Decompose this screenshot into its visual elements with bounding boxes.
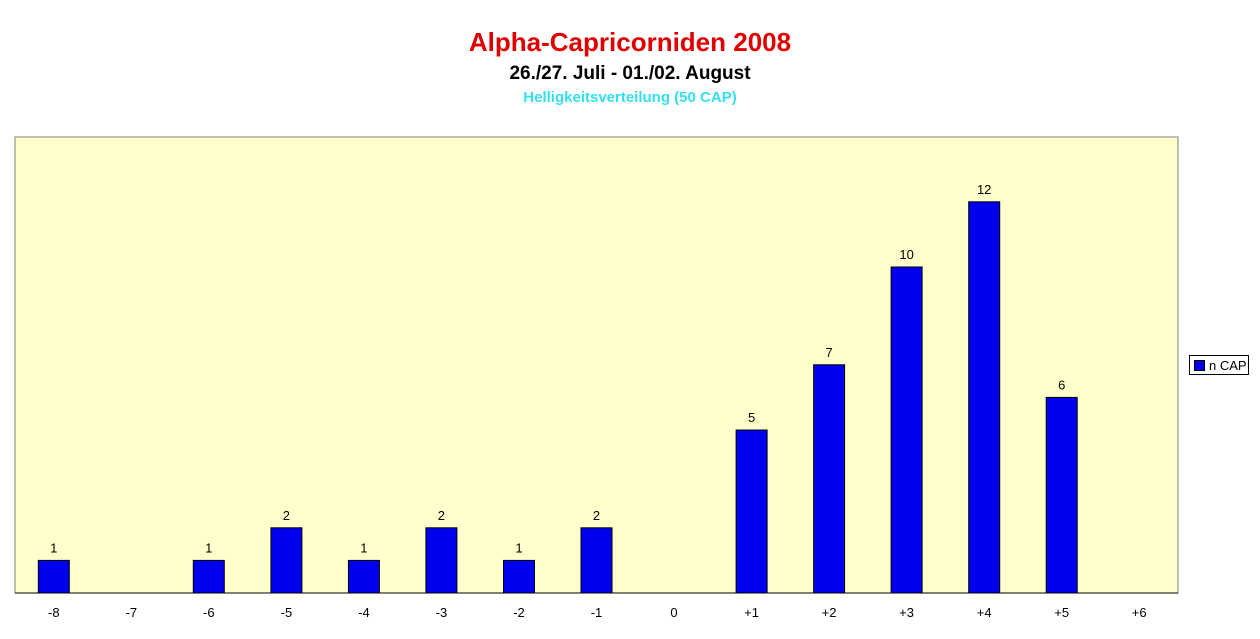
bar-+1 — [735, 429, 768, 594]
data-label--1: 2 — [593, 508, 600, 523]
data-label-+5: 6 — [1058, 377, 1065, 392]
data-label--8: 1 — [50, 540, 57, 555]
bar-+3 — [890, 266, 923, 594]
bar-+5 — [1045, 396, 1078, 594]
data-label-+3: 10 — [899, 247, 913, 262]
plot-area — [14, 136, 1179, 594]
x-tick-label--3: -3 — [436, 605, 448, 620]
data-label--2: 1 — [515, 540, 522, 555]
x-tick-label--6: -6 — [203, 605, 215, 620]
x-tick-label-+6: +6 — [1132, 605, 1147, 620]
bar--6 — [192, 559, 225, 594]
bars-group — [37, 201, 1078, 594]
x-tick-label-+2: +2 — [822, 605, 837, 620]
x-tick-label-+3: +3 — [899, 605, 914, 620]
data-label-+2: 7 — [825, 345, 832, 360]
x-tick-label--7: -7 — [126, 605, 138, 620]
x-axis-ticks: -8 -7 -6 -5 -4 -3 -2 -1 0 +1 +2 +3 +4 +5 +6 — [48, 605, 1147, 620]
bar--5 — [270, 527, 303, 594]
bar--4 — [347, 559, 380, 594]
chart-subtitle: 26./27. Juli - 01./02. August — [509, 63, 751, 84]
bar--2 — [503, 559, 535, 594]
chart-title: Alpha-Capricorniden 2008 — [468, 27, 792, 57]
bar--3 — [425, 527, 458, 594]
x-tick-label--2: -2 — [513, 605, 525, 620]
bar--8 — [37, 559, 70, 594]
x-tick-label--1: -1 — [591, 605, 603, 620]
x-tick-label-+4: +4 — [977, 605, 992, 620]
x-tick-label--4: -4 — [358, 605, 370, 620]
legend-swatch — [1194, 359, 1205, 371]
data-label-+4: 12 — [977, 182, 991, 197]
bar-+4 — [968, 201, 1001, 594]
data-label--5: 2 — [283, 508, 290, 523]
legend: n CAP — [1189, 355, 1249, 375]
x-tick-label--5: -5 — [281, 605, 293, 620]
x-tick-label--8: -8 — [48, 605, 60, 620]
chart-subsubtitle: Helligkeitsverteilung (50 CAP) — [523, 89, 737, 106]
data-label--6: 1 — [205, 540, 212, 555]
data-label-+1: 5 — [748, 410, 755, 425]
x-tick-label-0: 0 — [670, 605, 677, 620]
data-label--3: 2 — [438, 508, 445, 523]
data-label--4: 1 — [360, 540, 367, 555]
bar--1 — [580, 527, 613, 594]
legend-label: n CAP — [1209, 357, 1247, 373]
x-tick-label-+5: +5 — [1054, 605, 1069, 620]
x-tick-label-+1: +1 — [744, 605, 759, 620]
bar-+2 — [813, 364, 846, 594]
